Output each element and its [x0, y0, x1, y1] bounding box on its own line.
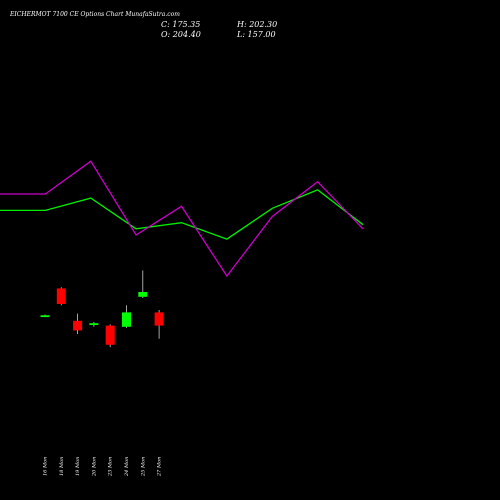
close-price-label: C: 175.35 [161, 20, 200, 29]
x-tick-label: 25 Mon [140, 457, 146, 477]
line-series-1 [0, 189, 364, 240]
x-tick-label: 24 Mon [124, 457, 130, 477]
candle [40, 314, 50, 318]
candle-body [40, 315, 50, 318]
candle-body [56, 288, 66, 304]
candle [138, 270, 148, 298]
candle-body [89, 323, 99, 325]
x-tick-label: 18 Mon [59, 457, 65, 476]
open-price-label: O: 204.40 [161, 30, 201, 39]
candle-body [138, 292, 148, 297]
candle [122, 305, 131, 328]
candle-body [73, 320, 83, 331]
candle [56, 287, 66, 306]
candle [73, 313, 83, 334]
x-tick-label: 16 Mon [43, 457, 49, 476]
high-price-label: H: 202.30 [236, 20, 277, 29]
candle-body [122, 312, 131, 327]
x-axis-tick-labels: 16 Mon 18 Mon 19 Mon 20 Mon 23 Mon 24 Mon 25 M… [43, 457, 163, 477]
candle [89, 322, 99, 327]
x-tick-label: 20 Mon [91, 457, 97, 477]
low-price-label: L: 157.00 [236, 30, 276, 39]
chart-title: EICHERMOT 7100 CE Options Chart MunafaSu… [9, 11, 180, 18]
candlestick-series [40, 270, 164, 348]
candle [154, 310, 164, 339]
x-tick-label: 27 Mon [157, 457, 163, 477]
candle [105, 324, 115, 348]
x-tick-label: 19 Mon [75, 457, 81, 476]
line-series-2 [0, 160, 364, 278]
indicator-lines [0, 160, 364, 278]
x-tick-label: 23 Mon [108, 457, 114, 477]
candle-body [105, 325, 115, 345]
candle-body [154, 312, 164, 326]
